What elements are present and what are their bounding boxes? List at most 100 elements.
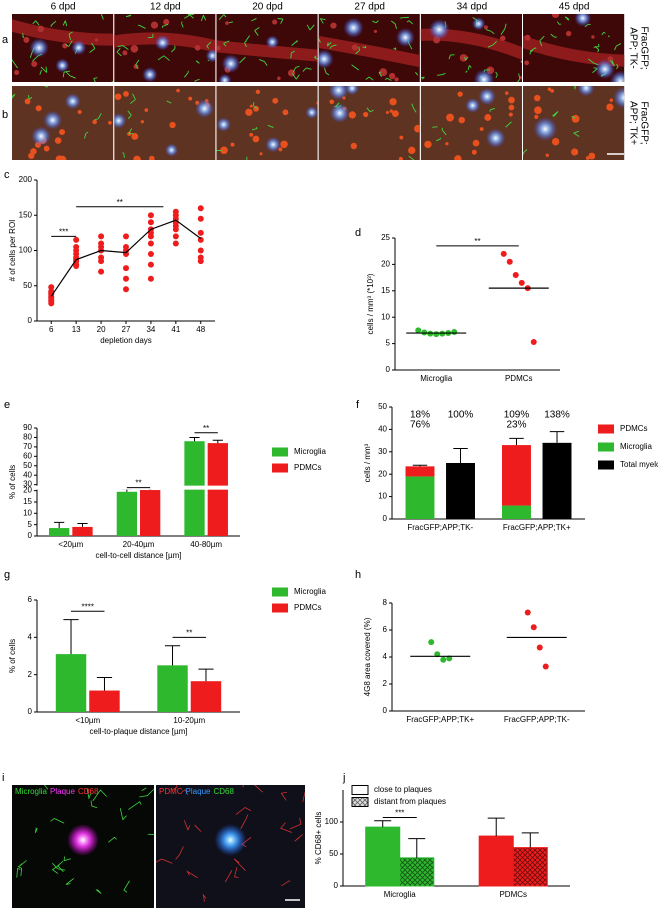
y-tick-label: 0 bbox=[28, 531, 33, 540]
process bbox=[235, 806, 252, 815]
x-tick-label: PDMCs bbox=[505, 374, 533, 383]
significance-label: ** bbox=[135, 479, 141, 488]
cell bbox=[150, 21, 159, 29]
y-tick-label: 80 bbox=[23, 433, 32, 442]
process bbox=[50, 818, 65, 824]
y-tick-label: 10 bbox=[378, 492, 387, 501]
process bbox=[137, 24, 146, 29]
process bbox=[448, 54, 455, 60]
process bbox=[62, 20, 68, 27]
cell bbox=[373, 29, 378, 33]
data-point bbox=[512, 271, 519, 278]
y-tick-label: 20 bbox=[381, 260, 390, 269]
plaque bbox=[613, 86, 625, 109]
process bbox=[135, 59, 140, 70]
cell bbox=[483, 25, 488, 30]
process bbox=[372, 20, 379, 24]
y-axis-label: cells / mm³ (*10³) bbox=[366, 273, 375, 334]
y-tick-label: 50 bbox=[378, 402, 387, 411]
stain-label: PDMC Plaque CD68 bbox=[159, 787, 234, 796]
micrograph bbox=[156, 785, 305, 908]
process bbox=[390, 20, 398, 29]
process bbox=[436, 73, 446, 76]
data-point bbox=[172, 233, 179, 240]
cell bbox=[253, 105, 260, 112]
process bbox=[123, 880, 130, 893]
data-point bbox=[530, 624, 537, 631]
process bbox=[464, 56, 469, 61]
process bbox=[195, 60, 200, 64]
cell bbox=[551, 14, 560, 19]
legend-swatch bbox=[351, 797, 369, 807]
y-tick-label: 100 bbox=[19, 246, 33, 255]
process bbox=[326, 42, 332, 47]
legend-swatch bbox=[272, 447, 288, 457]
x-tick-label: 40-80µm bbox=[190, 540, 222, 549]
process bbox=[156, 858, 173, 864]
plaque bbox=[55, 58, 70, 73]
process bbox=[420, 76, 425, 80]
process bbox=[571, 115, 576, 119]
percent-label: 23% bbox=[506, 420, 526, 431]
y-tick-label: 10 bbox=[381, 312, 390, 321]
legend-label: distant from plaques bbox=[374, 797, 446, 806]
cell bbox=[547, 87, 552, 91]
x-tick-label: 10-20µm bbox=[173, 716, 205, 725]
significance-label: ** bbox=[474, 237, 480, 246]
bar bbox=[89, 690, 120, 712]
y-tick-label: 70 bbox=[23, 442, 32, 451]
cell bbox=[30, 148, 37, 155]
data-point bbox=[172, 240, 179, 247]
process bbox=[550, 33, 557, 38]
significance-label: ** bbox=[117, 198, 123, 207]
error-bar bbox=[54, 521, 65, 529]
vessel bbox=[523, 35, 625, 67]
process bbox=[128, 128, 134, 135]
process bbox=[289, 817, 302, 830]
data-point bbox=[147, 233, 154, 240]
panel-letter: j bbox=[342, 772, 345, 784]
process bbox=[574, 86, 576, 90]
data-point bbox=[73, 247, 80, 254]
y-axis-label: % of cells bbox=[8, 639, 17, 673]
data-point bbox=[123, 233, 129, 240]
process bbox=[157, 55, 170, 61]
cell bbox=[591, 35, 595, 39]
plaque bbox=[574, 14, 592, 27]
plaque bbox=[465, 97, 481, 113]
significance-label: ** bbox=[186, 628, 192, 637]
process bbox=[252, 102, 258, 110]
data-point bbox=[542, 663, 549, 670]
vessel bbox=[216, 40, 318, 62]
significance-label: *** bbox=[59, 228, 68, 237]
process bbox=[415, 71, 419, 76]
plaque bbox=[216, 117, 231, 132]
cell bbox=[23, 36, 30, 43]
process bbox=[254, 27, 260, 36]
data-point bbox=[197, 258, 204, 265]
vessel bbox=[318, 35, 420, 68]
micrograph-bg bbox=[420, 86, 522, 160]
cell bbox=[350, 142, 357, 150]
cell bbox=[59, 129, 66, 136]
data-point bbox=[197, 229, 204, 236]
x-tick-label: 27 bbox=[122, 325, 131, 334]
cell bbox=[94, 38, 99, 42]
cell bbox=[499, 35, 506, 42]
y-tick-label: 25 bbox=[381, 233, 390, 242]
micrograph bbox=[12, 785, 154, 908]
cell bbox=[351, 44, 359, 51]
cell bbox=[220, 146, 228, 155]
data-point bbox=[536, 644, 543, 651]
cell bbox=[389, 72, 396, 80]
process bbox=[117, 45, 129, 50]
y-tick-label: 6 bbox=[383, 625, 388, 634]
cell bbox=[188, 96, 193, 101]
error-bar bbox=[412, 464, 428, 467]
process bbox=[16, 867, 21, 878]
data-point bbox=[147, 275, 154, 282]
process bbox=[244, 40, 247, 47]
micrograph-bg bbox=[12, 86, 114, 160]
error-bar bbox=[453, 447, 468, 463]
process bbox=[84, 131, 89, 139]
